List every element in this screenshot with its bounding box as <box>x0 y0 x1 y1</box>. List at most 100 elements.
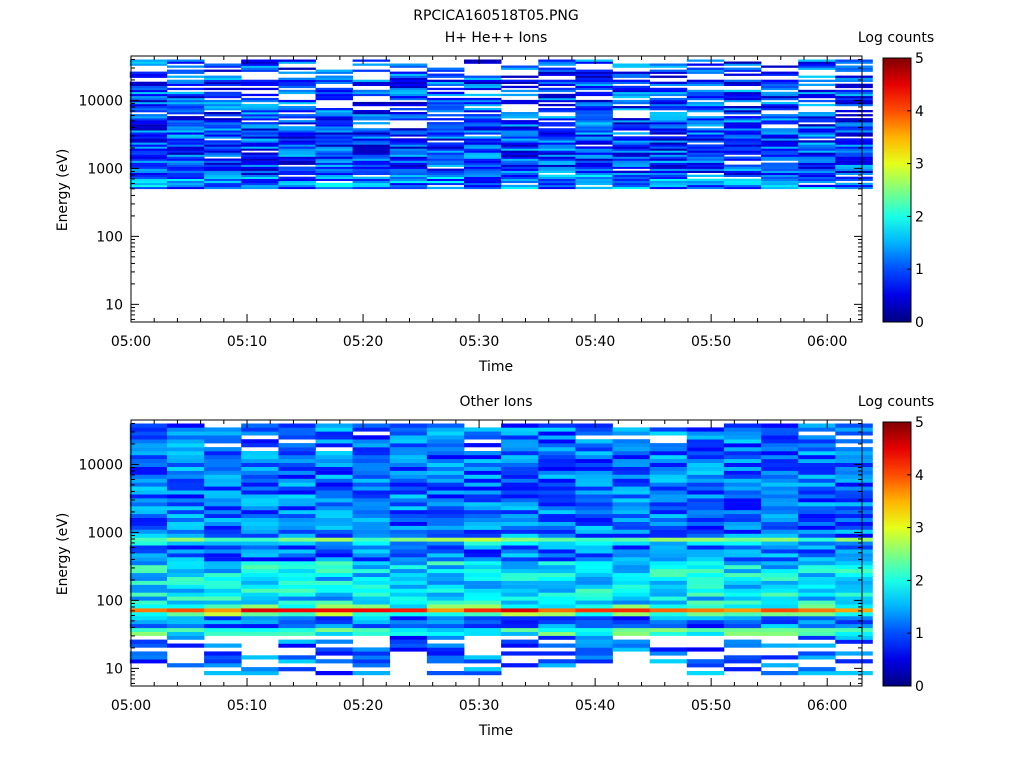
heatmap-cell <box>167 600 205 605</box>
heatmap-cell <box>129 631 168 636</box>
heatmap-cell <box>352 178 391 181</box>
heatmap-cell <box>464 588 502 593</box>
heatmap-cell <box>798 521 836 526</box>
heatmap-cell <box>798 474 836 479</box>
heatmap-cell <box>464 182 502 186</box>
heatmap-cell <box>241 494 279 499</box>
heatmap-cell <box>723 79 762 82</box>
heatmap-cell <box>761 537 799 542</box>
heatmap-cell <box>761 162 799 165</box>
heatmap-cell <box>538 166 576 169</box>
heatmap-cell <box>761 616 799 621</box>
x-tick-label: 05:10 <box>227 698 267 714</box>
heatmap-cell <box>426 99 465 103</box>
heatmap-cell <box>129 110 168 113</box>
heatmap-cell <box>167 91 205 95</box>
heatmap-cell <box>612 549 650 554</box>
heatmap-cell <box>798 67 836 70</box>
heatmap-cell <box>352 138 391 141</box>
heatmap-cell <box>129 655 168 660</box>
heatmap-cell <box>686 71 725 74</box>
heatmap-cell <box>761 65 799 68</box>
heatmap-cell <box>352 604 391 609</box>
heatmap-cell <box>389 553 428 558</box>
heatmap-cell <box>723 89 762 93</box>
heatmap-cell <box>315 77 353 80</box>
heatmap-cell <box>389 592 428 597</box>
heatmap-cell <box>761 525 799 530</box>
y-tick-label: 1000 <box>87 525 123 541</box>
heatmap-cell <box>612 160 650 163</box>
heatmap-cell <box>538 99 576 103</box>
heatmap-cell <box>129 439 168 444</box>
heatmap-cell <box>129 118 168 121</box>
heatmap-cell <box>761 580 799 585</box>
heatmap-cell <box>426 97 465 101</box>
heatmap-cell <box>241 600 279 605</box>
heatmap-cell <box>204 124 242 127</box>
heatmap-cell <box>723 132 762 135</box>
heatmap-cell <box>129 592 168 597</box>
heatmap-cell <box>575 619 613 625</box>
heatmap-cell <box>241 148 279 151</box>
heatmap-cell <box>167 184 205 188</box>
heatmap-cell <box>723 178 762 181</box>
heatmap-cell <box>723 150 762 153</box>
heatmap-cell <box>129 158 168 161</box>
heatmap-cell <box>278 160 316 163</box>
heatmap-cell <box>686 108 725 111</box>
plot-frame <box>130 419 863 687</box>
heatmap-cell <box>426 73 465 76</box>
heatmap-cell <box>501 122 539 125</box>
heatmap-cell <box>538 478 576 483</box>
heatmap-cell <box>426 553 465 558</box>
heatmap-cell <box>315 631 353 636</box>
heatmap-cell <box>798 89 836 93</box>
heatmap-cell <box>612 561 650 566</box>
heatmap-cell <box>798 184 836 188</box>
heatmap-cell <box>686 545 725 550</box>
heatmap-cell <box>538 608 576 613</box>
heatmap-cell <box>167 627 205 632</box>
heatmap-cell <box>501 160 539 163</box>
heatmap-cell <box>464 150 502 153</box>
heatmap-cell <box>167 126 205 129</box>
heatmap-cell <box>315 639 353 644</box>
heatmap-cell <box>835 75 873 78</box>
heatmap-cell <box>167 146 205 149</box>
heatmap-cell <box>501 513 539 518</box>
heatmap-cell <box>798 150 836 153</box>
heatmap-cell <box>464 498 502 503</box>
heatmap-cell <box>649 443 688 448</box>
heatmap-cell <box>723 174 762 177</box>
heatmap-cell <box>315 154 353 157</box>
heatmap-cell <box>538 502 576 507</box>
heatmap-cell <box>575 174 613 177</box>
heatmap-cell <box>649 69 688 72</box>
heatmap-cell <box>315 517 353 522</box>
heatmap-cell <box>686 148 725 151</box>
heatmap-cell <box>204 87 242 91</box>
heatmap-cell <box>649 164 688 167</box>
heatmap-cell <box>575 148 613 151</box>
heatmap-cell <box>501 89 539 93</box>
heatmap-cell <box>167 95 205 99</box>
heatmap-cell <box>241 146 279 149</box>
heatmap-cell <box>575 112 613 115</box>
heatmap-cell <box>204 470 242 475</box>
heatmap-cell <box>761 584 799 589</box>
heatmap-cell <box>835 439 873 444</box>
heatmap-cell <box>278 458 316 463</box>
heatmap-cell <box>464 81 502 84</box>
heatmap-cell <box>315 600 353 605</box>
heatmap-cell <box>426 146 465 149</box>
heatmap-cell <box>723 561 762 566</box>
heatmap-cell <box>389 63 428 66</box>
heatmap-cell <box>167 87 205 91</box>
heatmap-cell <box>538 494 576 499</box>
heatmap-cell <box>278 608 316 613</box>
heatmap-cell <box>686 541 725 546</box>
heatmap-cell <box>426 462 465 467</box>
heatmap-cell <box>723 67 762 70</box>
heatmap-cell <box>315 186 353 190</box>
